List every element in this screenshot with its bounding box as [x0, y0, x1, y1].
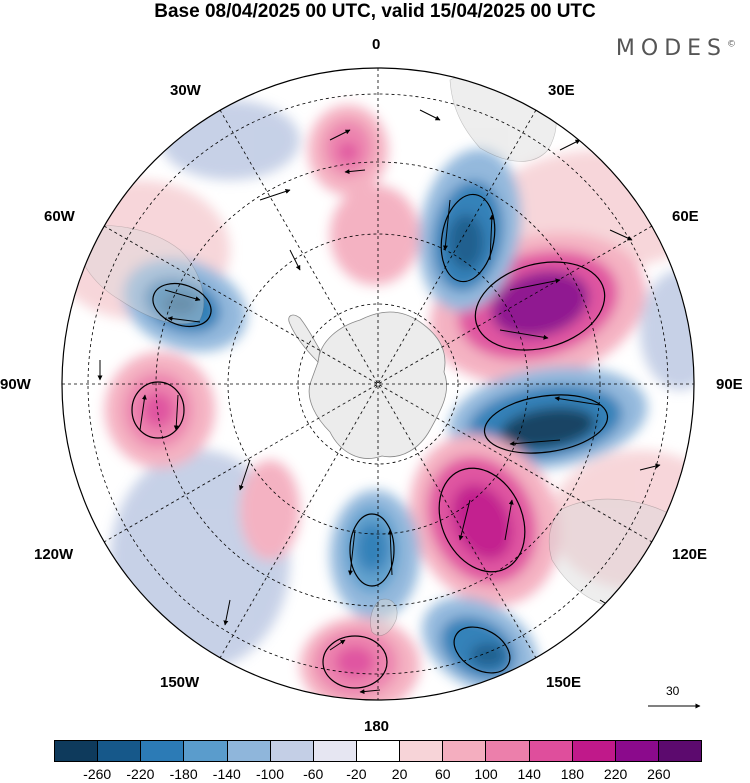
colorbar-swatch	[443, 741, 487, 761]
antarctica-landmass	[308, 311, 448, 459]
colorbar-swatch	[98, 741, 142, 761]
contour-lines	[131, 193, 609, 689]
colorbar-tick-label: -60	[303, 766, 324, 782]
colorbar-tick-label: -180	[169, 766, 198, 782]
colorbar-swatch	[270, 741, 314, 761]
label-30e: 30E	[548, 82, 575, 99]
label-90e: 90E	[716, 376, 743, 393]
colorbar-swatch	[400, 741, 444, 761]
colorbar-tick-label: 220	[603, 766, 628, 782]
colorbar-tick-label: -260	[83, 766, 112, 782]
colorbar-swatch	[141, 741, 185, 761]
label-60w: 60W	[44, 208, 75, 225]
colorbar-swatch	[529, 741, 573, 761]
label-30w: 30W	[170, 82, 201, 99]
colorbar-swatch	[55, 741, 99, 761]
map-title: Base 08/04/2025 00 UTC, valid 15/04/2025…	[154, 1, 596, 22]
colorbar	[54, 740, 702, 762]
colorbar-tick-label: 260	[647, 766, 671, 782]
graticule	[62, 68, 694, 700]
colorbar-ticks: -260 -220 -180 -140 -100 -60 -20 20 60 100 140 180 2…	[54, 766, 702, 782]
new-zealand-landmass	[370, 598, 398, 636]
colorbar-tick-label: 20	[391, 766, 408, 782]
anomaly-shading	[62, 100, 694, 700]
colorbar-swatch	[184, 741, 228, 761]
label-120w: 120W	[34, 546, 74, 563]
colorbar-swatch	[615, 741, 659, 761]
south-america-landmass	[69, 225, 205, 325]
label-150w: 150W	[160, 674, 200, 691]
colorbar-tick-label: 100	[474, 766, 498, 782]
colorbar-swatch	[658, 741, 702, 761]
label-180: 180	[364, 718, 390, 735]
colorbar-swatch	[313, 741, 357, 761]
label-0: 0	[372, 36, 381, 53]
label-90w: 90W	[0, 376, 31, 393]
colorbar-tick-label: 180	[560, 766, 585, 782]
colorbar-swatch	[572, 741, 616, 761]
colorbar-tick-label: -20	[346, 766, 367, 782]
label-60e: 60E	[672, 208, 699, 225]
colorbar-tick-label: -140	[212, 766, 241, 782]
colorbar-tick-label: 60	[435, 766, 451, 782]
colorbar-tick-label: -220	[126, 766, 155, 782]
colorbar-tick-label: 140	[517, 766, 541, 782]
brand-logo: MODES©	[615, 36, 736, 61]
reference-vector-label: 30	[666, 684, 680, 698]
colorbar-tick-label: -100	[255, 766, 285, 782]
label-120e: 120E	[672, 546, 708, 563]
colorbar-swatch	[227, 741, 271, 761]
label-150e: 150E	[546, 674, 582, 691]
colorbar-swatch	[356, 741, 401, 761]
colorbar-swatch	[486, 741, 530, 761]
